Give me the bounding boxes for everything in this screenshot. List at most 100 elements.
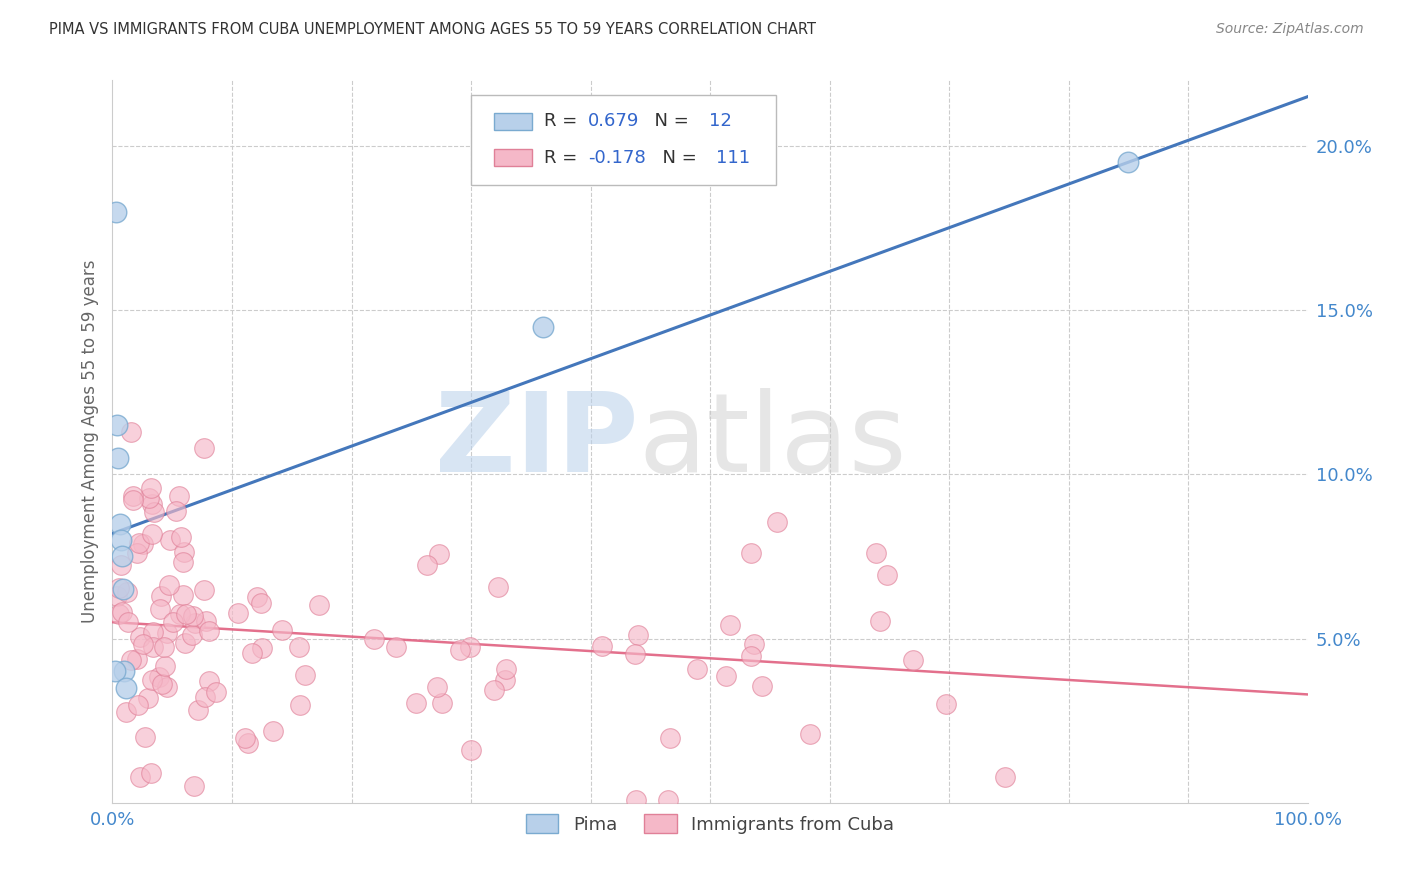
Point <box>740 546 762 560</box>
Point <box>363 632 385 646</box>
Point <box>120 653 142 667</box>
Point <box>495 662 517 676</box>
Point <box>108 516 131 531</box>
Point <box>173 635 195 649</box>
Point <box>205 684 228 698</box>
Point <box>122 489 145 503</box>
Point <box>149 601 172 615</box>
Point <box>128 770 150 784</box>
Point <box>1118 155 1140 169</box>
Point <box>181 609 204 624</box>
Point <box>591 639 613 653</box>
Point <box>427 548 450 562</box>
Point <box>131 637 153 651</box>
Point <box>740 648 762 663</box>
Point <box>157 578 180 592</box>
Point <box>308 598 330 612</box>
Point <box>240 646 263 660</box>
Point <box>120 425 142 439</box>
Point <box>233 731 256 745</box>
Point <box>112 582 135 597</box>
Point <box>129 630 152 644</box>
Point <box>416 558 439 572</box>
Point <box>111 605 134 619</box>
Point <box>141 497 163 511</box>
Point <box>110 533 132 547</box>
Point <box>111 549 134 564</box>
Point <box>262 724 284 739</box>
Point <box>105 418 128 433</box>
Point <box>156 626 179 640</box>
Point <box>159 533 181 548</box>
Point <box>238 736 260 750</box>
Point <box>148 669 170 683</box>
Point <box>104 665 127 679</box>
Text: 111: 111 <box>716 149 751 167</box>
Point <box>127 546 149 560</box>
Point <box>180 628 202 642</box>
Point <box>294 668 316 682</box>
Point <box>105 589 128 603</box>
Legend: Pima, Immigrants from Cuba: Pima, Immigrants from Cuba <box>519 807 901 841</box>
Point <box>108 607 131 622</box>
Point <box>114 681 136 695</box>
Text: ZIP: ZIP <box>434 388 638 495</box>
Text: Source: ZipAtlas.com: Source: ZipAtlas.com <box>1216 22 1364 37</box>
Point <box>142 640 165 654</box>
Point <box>174 607 197 621</box>
Point <box>141 673 163 687</box>
Text: 0.679: 0.679 <box>588 112 640 130</box>
Point <box>430 697 453 711</box>
Point <box>162 615 184 629</box>
Point <box>627 628 650 642</box>
Point <box>246 590 269 604</box>
Point <box>127 698 149 713</box>
Point <box>173 545 195 559</box>
Point <box>686 662 709 676</box>
Point <box>194 690 217 705</box>
Point <box>165 504 187 518</box>
Point <box>658 731 681 745</box>
Point <box>110 558 132 572</box>
Point <box>742 637 765 651</box>
Point <box>105 204 128 219</box>
Point <box>107 450 129 465</box>
Point <box>114 665 135 679</box>
Point <box>183 779 205 793</box>
Point <box>270 623 292 637</box>
Text: R =: R = <box>544 112 583 130</box>
Text: 12: 12 <box>709 112 731 130</box>
Point <box>426 680 449 694</box>
Point <box>152 677 174 691</box>
Point <box>714 669 737 683</box>
Point <box>169 531 191 545</box>
Point <box>458 640 481 654</box>
Point <box>142 505 165 519</box>
Point <box>799 727 821 741</box>
FancyBboxPatch shape <box>494 149 531 166</box>
Point <box>250 596 273 610</box>
Point <box>250 640 273 655</box>
Point <box>287 640 309 655</box>
Point <box>134 730 156 744</box>
Point <box>195 614 218 628</box>
Point <box>193 582 215 597</box>
Point <box>141 481 163 495</box>
Point <box>486 580 509 594</box>
Point <box>901 653 924 667</box>
Point <box>869 614 891 628</box>
Point <box>150 589 173 603</box>
Point <box>405 696 427 710</box>
Text: R =: R = <box>544 149 583 167</box>
Text: N =: N = <box>651 149 703 167</box>
Point <box>865 546 887 560</box>
Point <box>136 691 159 706</box>
Point <box>142 625 165 640</box>
Point <box>624 792 647 806</box>
Point <box>107 581 129 595</box>
Point <box>460 743 482 757</box>
Point <box>156 680 179 694</box>
Point <box>139 765 162 780</box>
Point <box>128 536 150 550</box>
Point <box>657 792 679 806</box>
